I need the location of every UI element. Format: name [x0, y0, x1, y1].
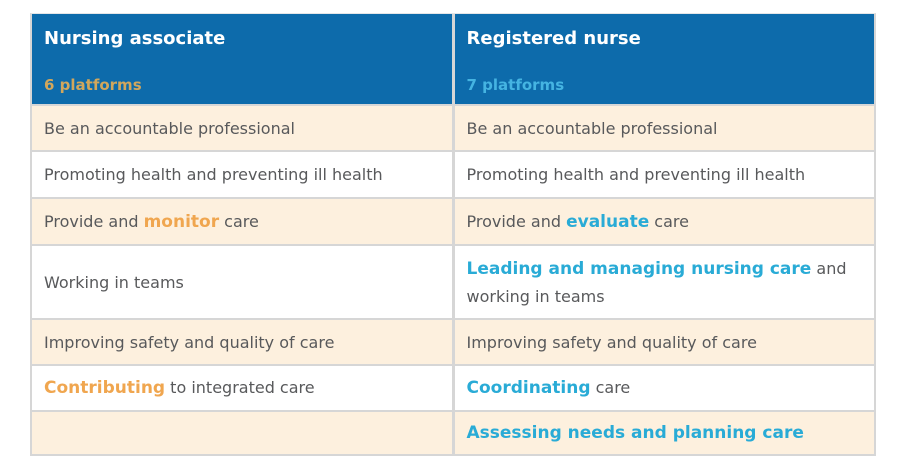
column-header-nursing-associate: Nursing associate 6 platforms [32, 14, 452, 104]
highlight-text: Contributing [44, 378, 166, 398]
table-cell: Contributing to integrated care [32, 366, 452, 410]
cell-text: Promoting health and preventing ill heal… [44, 161, 383, 188]
cell-text-segment: to integrated care [165, 378, 315, 397]
cell-text-segment: and working in teams [466, 258, 847, 306]
cell-text-segment: care [590, 378, 631, 397]
cell-text-segment: Provide and [44, 211, 144, 231]
cell-text-segment: Be an accountable professional [466, 118, 718, 138]
cell-text-segment: Improving safety and quality of care [466, 332, 757, 352]
cell-text: Leading and managing nursing care and wo… [467, 255, 863, 310]
cell-text: Be an accountable professional [44, 115, 295, 142]
cell-text: Assessing needs and planning care [467, 419, 804, 447]
cell-text: Contributing to integrated care [44, 374, 315, 402]
comparison-table: Nursing associate 6 platforms Registered… [30, 13, 876, 456]
table-cell: Coordinating care [454, 366, 874, 410]
platform-count-registered-nurse: 7 platforms [466, 76, 565, 94]
cell-text: Improving safety and quality of care [467, 329, 757, 356]
table-cell: Promoting health and preventing ill heal… [454, 152, 874, 197]
cell-text: Be an accountable professional [467, 115, 718, 142]
highlight-text: Leading and managing nursing care [466, 258, 812, 279]
table-cell: Provide and monitor care [32, 199, 452, 244]
cell-text: Working in teams [44, 269, 184, 296]
column-title-registered-nurse: Registered nurse [466, 28, 641, 49]
cell-text: Improving safety and quality of care [44, 329, 334, 356]
highlight-text: Assessing needs and planning care [466, 423, 804, 443]
table-cell: Leading and managing nursing care and wo… [454, 246, 874, 318]
table-cell-empty [32, 412, 452, 454]
table-cell: Improving safety and quality of care [454, 320, 874, 364]
cell-text-segment: Improving safety and quality of care [44, 332, 335, 352]
table-cell: Be an accountable professional [32, 106, 452, 150]
table-cell: Working in teams [32, 246, 452, 318]
platform-count-nursing-associate: 6 platforms [44, 76, 142, 94]
cell-text: Promoting health and preventing ill heal… [467, 161, 806, 188]
table-cell: Improving safety and quality of care [32, 320, 452, 364]
cell-text-segment: Working in teams [44, 272, 184, 292]
cell-text-segment: Be an accountable professional [44, 118, 295, 138]
column-header-registered-nurse: Registered nurse 7 platforms [454, 14, 874, 104]
cell-text-segment: Provide and [466, 211, 567, 231]
cell-text: Coordinating care [467, 374, 631, 402]
cell-text: Provide and monitor care [44, 208, 259, 236]
cell-text: Provide and evaluate care [467, 208, 689, 236]
cell-text-segment: care [649, 211, 689, 231]
cell-text-segment: Promoting health and preventing ill heal… [466, 165, 806, 184]
column-title-nursing-associate: Nursing associate [44, 28, 226, 49]
table-cell: Provide and evaluate care [454, 199, 874, 244]
highlight-text: Coordinating [466, 378, 591, 398]
table-cell: Promoting health and preventing ill heal… [32, 152, 452, 197]
cell-text-segment: Promoting health and preventing ill heal… [44, 165, 383, 184]
cell-text-segment: care [219, 211, 259, 231]
table-cell: Assessing needs and planning care [454, 412, 874, 454]
table-cell: Be an accountable professional [454, 106, 874, 150]
highlight-text: monitor [143, 211, 220, 232]
highlight-text: evaluate [566, 211, 650, 232]
